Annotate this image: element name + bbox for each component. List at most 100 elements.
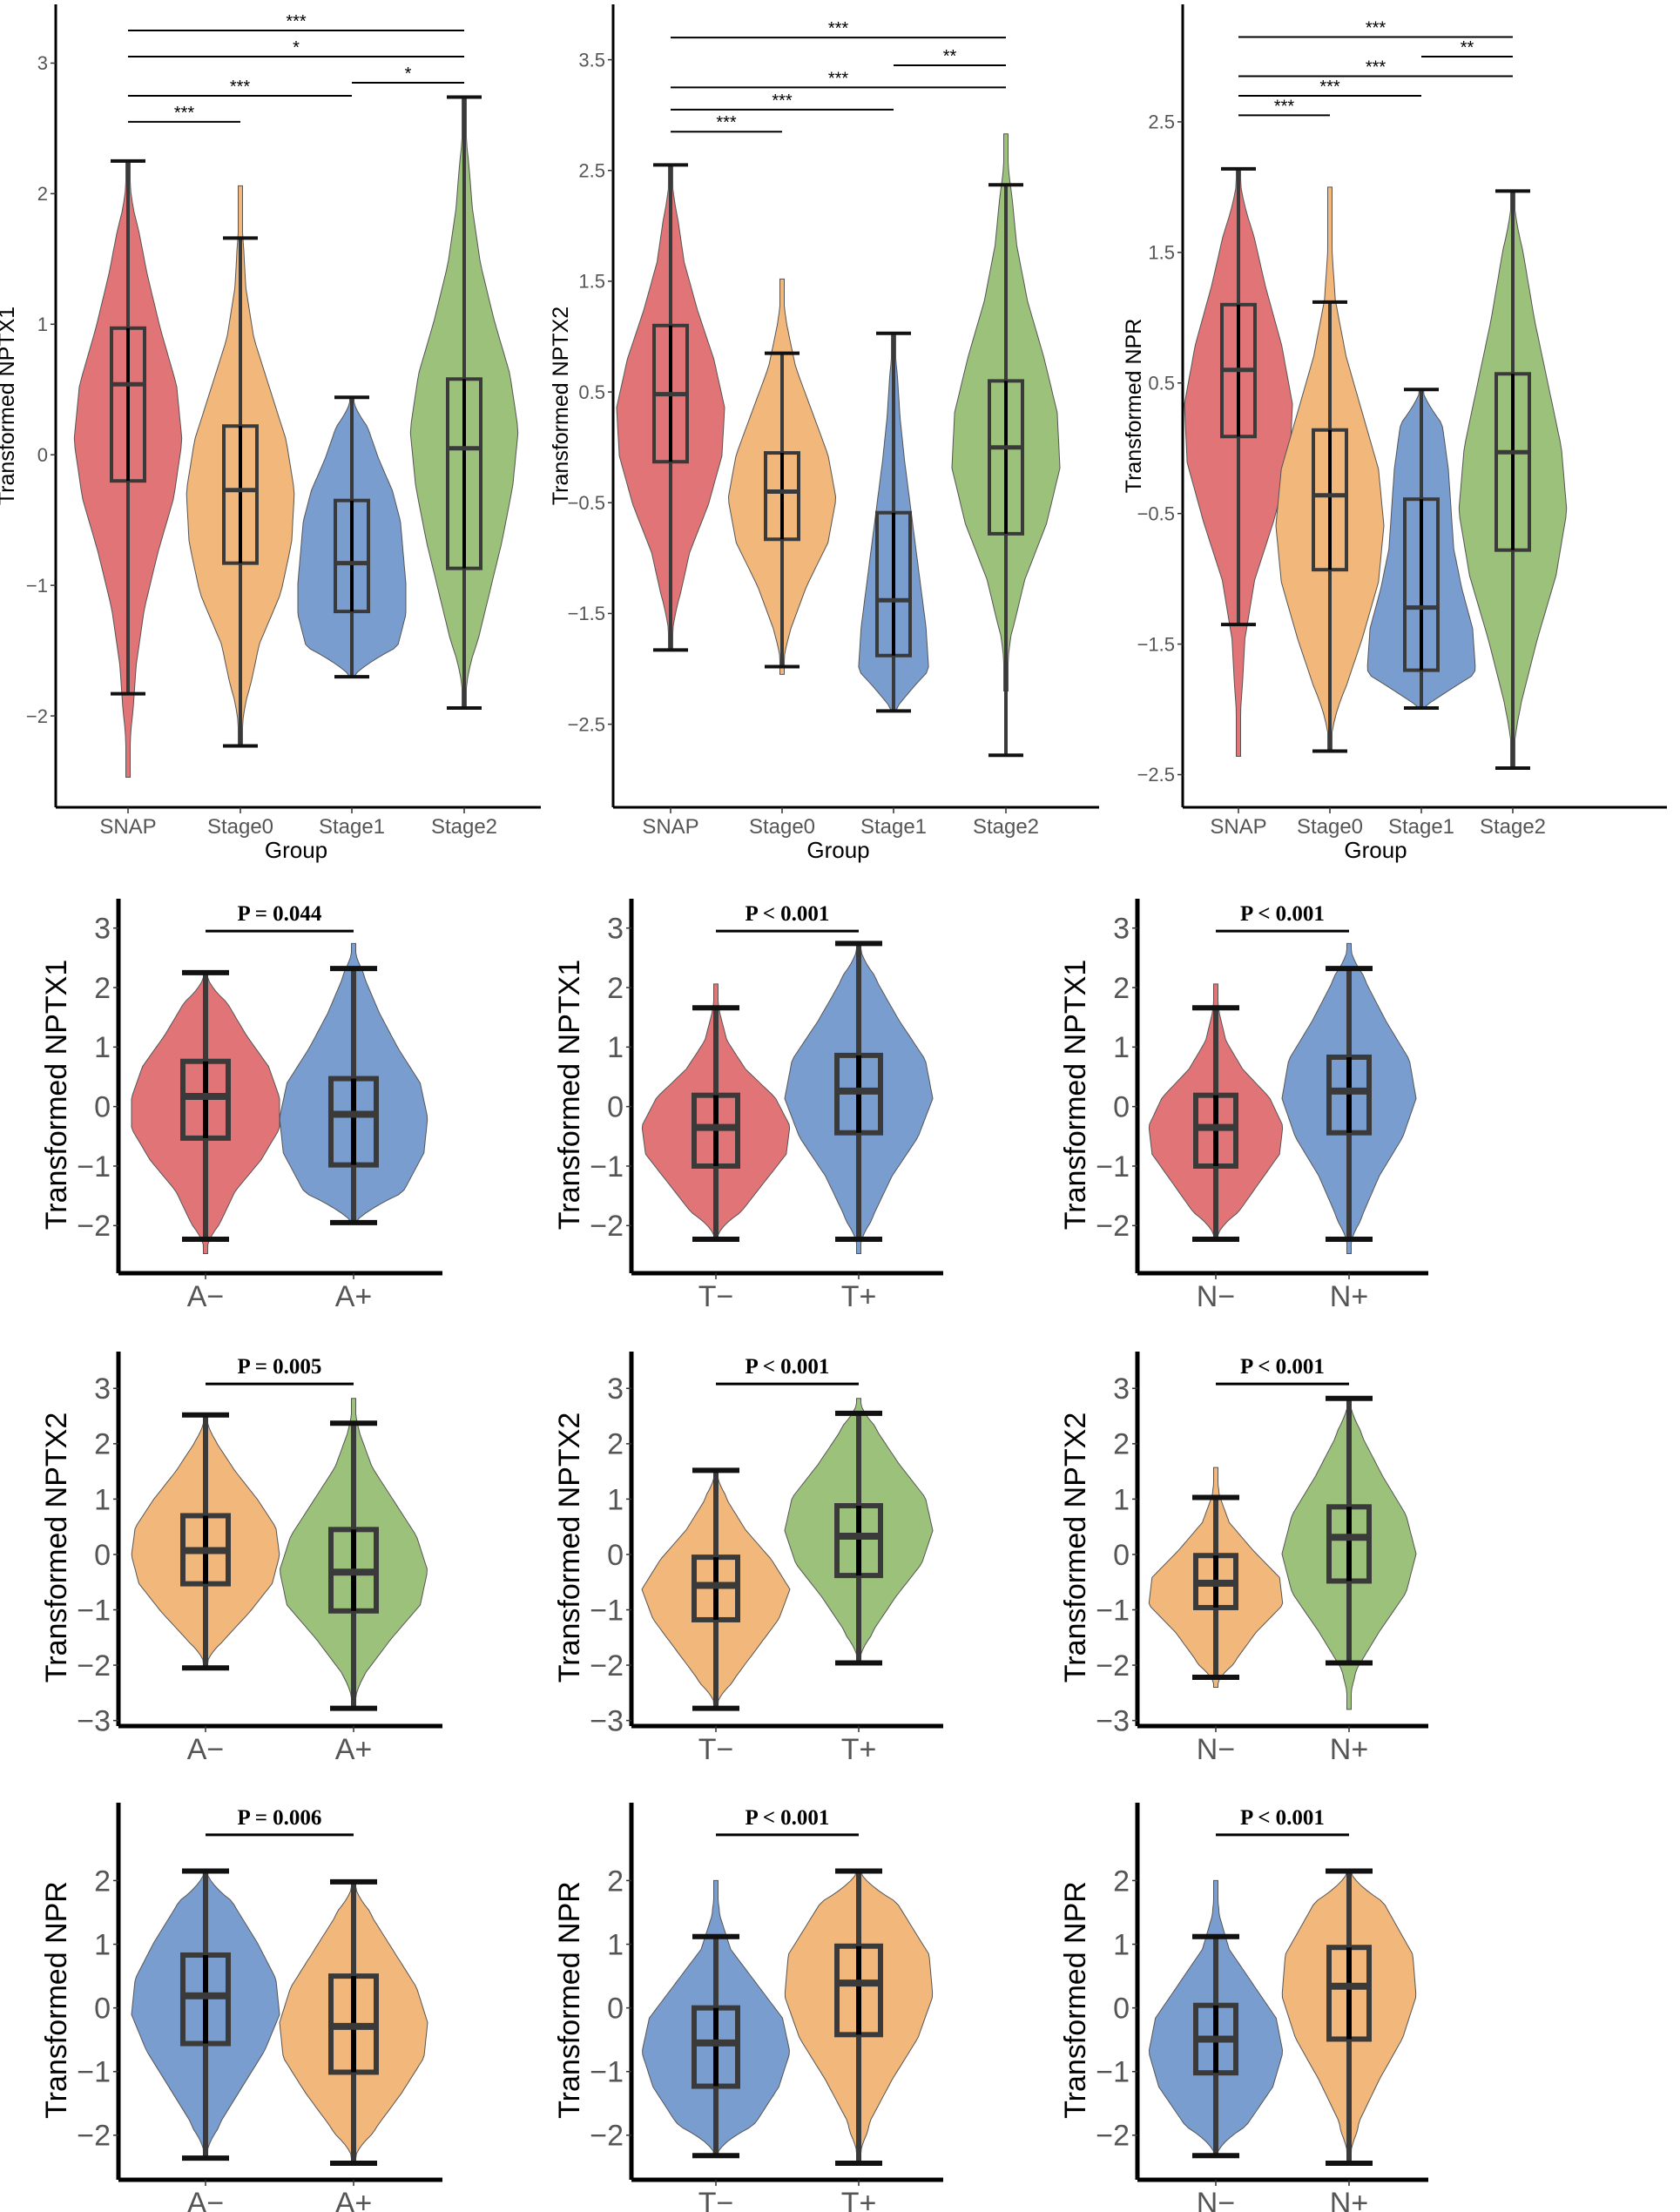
y-tick-label: 2	[1113, 1865, 1130, 1898]
y-axis-title: Transformed NPR	[1059, 1881, 1092, 2119]
y-tick-label: −2	[590, 1649, 624, 1683]
x-tick-label: T+	[841, 2187, 877, 2212]
y-tick-label: −1	[77, 1150, 111, 1184]
y-tick-label: 0	[607, 1539, 624, 1572]
y-tick-label: −1	[77, 1594, 111, 1627]
significance-label: ***	[1366, 18, 1387, 37]
y-tick-label: 1.5	[578, 271, 605, 293]
y-axis-title: Transformed NPR	[553, 1881, 586, 2119]
significance-label: ***	[1274, 97, 1295, 116]
y-axis-title: Transformed NPTX1	[0, 307, 19, 505]
y-tick-label: −1	[1096, 1150, 1130, 1184]
y-tick-label: −2	[1096, 2120, 1130, 2153]
pvalue-label: P < 0.001	[746, 902, 830, 926]
y-axis-title: Transformed NPTX2	[40, 1413, 73, 1683]
y-tick-label: 1	[1113, 1928, 1130, 1961]
x-tick-label: N+	[1330, 2187, 1368, 2212]
y-tick-label: 0	[94, 1993, 111, 2026]
x-tick-label: T−	[698, 2187, 734, 2212]
significance-label: ***	[828, 19, 849, 38]
y-tick-label: 0	[37, 444, 48, 466]
y-tick-label: 3	[37, 52, 48, 74]
x-tick-label: N−	[1197, 1280, 1235, 1313]
y-tick-label: −3	[77, 1705, 111, 1738]
x-tick-label: Stage2	[973, 815, 1039, 839]
chart-panel-n-nptx1: −2 −1 0 1 2 3 N− N+ Transformed NPTX1 P < 0.001	[1059, 899, 1428, 1313]
y-tick-label: 3	[94, 913, 111, 946]
y-tick-label: 1	[607, 1483, 624, 1516]
y-tick-label: −2.5	[1137, 764, 1175, 786]
y-axis-title: Transformed NPTX1	[1059, 960, 1092, 1231]
chart-panel-a-nptx2: −3 −2 −1 0 1 2 3 A− A+ Transformed NPTX2 P = 0.005	[40, 1352, 442, 1766]
x-tick-label: Stage1	[860, 815, 927, 839]
y-tick-label: −2	[590, 1210, 624, 1243]
significance-label: ***	[772, 91, 793, 111]
chart-panel-a-nptx1: −2 −1 0 1 2 3 A− A+ Transformed NPTX1 P = 0.044	[40, 899, 442, 1313]
significance-label: ***	[230, 78, 251, 97]
y-tick-label: −2.5	[568, 713, 605, 735]
x-tick-label: T−	[698, 1280, 734, 1313]
x-tick-label: Stage1	[1388, 815, 1454, 839]
pvalue-label: P = 0.005	[238, 1355, 322, 1379]
y-tick-label: 1	[607, 1031, 624, 1064]
significance-label: ***	[716, 113, 737, 132]
significance-label: **	[943, 47, 957, 66]
significance-label: ***	[1319, 78, 1340, 97]
x-tick-label: T−	[698, 1733, 734, 1766]
y-tick-label: 0.5	[578, 381, 605, 403]
x-tick-label: T+	[841, 1733, 877, 1766]
y-tick-label: 1	[94, 1928, 111, 1961]
y-axis-title: Transformed NPTX2	[1059, 1413, 1092, 1683]
y-tick-label: 2	[94, 1865, 111, 1898]
x-tick-label: T+	[841, 1280, 877, 1313]
pvalue-label: P < 0.001	[1240, 902, 1325, 926]
x-tick-label: SNAP	[642, 815, 698, 839]
y-tick-label: 0	[94, 1091, 111, 1124]
chart-panel-stage-npr: −2.5 −1.5 −0.5 0.5 1.5 2.5 SNAP Stage0 Stage1 Sta…	[1122, 4, 1667, 863]
x-tick-label: A+	[335, 2187, 373, 2212]
chart-panel-n-nptx2: −3 −2 −1 0 1 2 3 N− N+ Transformed NPTX2 P < 0.001	[1059, 1352, 1428, 1766]
x-tick-label: SNAP	[1210, 815, 1266, 839]
y-tick-label: −2	[77, 1649, 111, 1683]
y-tick-label: −1	[1096, 1594, 1130, 1627]
y-tick-label: 0	[607, 1993, 624, 2026]
y-tick-label: 2	[94, 972, 111, 1005]
x-tick-label: Stage0	[749, 815, 815, 839]
y-tick-label: 2	[37, 183, 48, 205]
y-tick-label: 0	[1113, 1993, 1130, 2026]
y-tick-label: −2	[1096, 1649, 1130, 1683]
significance-label: **	[1461, 38, 1474, 57]
y-axis-title: Transformed NPTX1	[40, 960, 73, 1231]
y-tick-label: 0	[1113, 1091, 1130, 1124]
y-tick-label: −1.5	[568, 603, 605, 624]
y-tick-label: −2	[1096, 1210, 1130, 1243]
y-tick-label: 1	[1113, 1031, 1130, 1064]
y-axis-title: Transformed NPTX1	[553, 960, 586, 1231]
y-tick-label: 2.5	[1148, 111, 1175, 133]
chart-panel-a-npr: −2 −1 0 1 2 A− A+ Transformed NPR P = 0.006	[40, 1803, 442, 2212]
y-tick-label: −1.5	[1137, 633, 1175, 655]
y-tick-label: 2	[1113, 1428, 1130, 1461]
y-axis-title: Transformed NPTX2	[549, 307, 573, 505]
x-tick-label: Stage0	[1297, 815, 1363, 839]
pvalue-label: P = 0.006	[238, 1806, 322, 1830]
y-tick-label: 0	[1113, 1539, 1130, 1572]
y-tick-label: 2	[607, 972, 624, 1005]
y-tick-label: 3	[1113, 913, 1130, 946]
y-tick-label: 1	[94, 1031, 111, 1064]
significance-label: ***	[286, 12, 307, 31]
x-tick-label: Stage2	[431, 815, 497, 839]
y-tick-label: 3.5	[578, 49, 605, 71]
chart-panel-t-nptx1: −2 −1 0 1 2 3 T− T+ Transformed NPTX1 P < 0.001	[553, 899, 943, 1313]
y-tick-label: 2	[94, 1428, 111, 1461]
y-tick-label: 1	[94, 1483, 111, 1516]
y-tick-label: 3	[607, 913, 624, 946]
significance-label: ***	[1366, 57, 1387, 77]
y-tick-label: −2	[590, 2120, 624, 2153]
x-tick-label: A−	[187, 1733, 225, 1766]
pvalue-label: P < 0.001	[746, 1355, 830, 1379]
y-tick-label: 0	[607, 1091, 624, 1124]
y-tick-label: −0.5	[568, 492, 605, 514]
y-tick-label: −1	[26, 575, 48, 597]
